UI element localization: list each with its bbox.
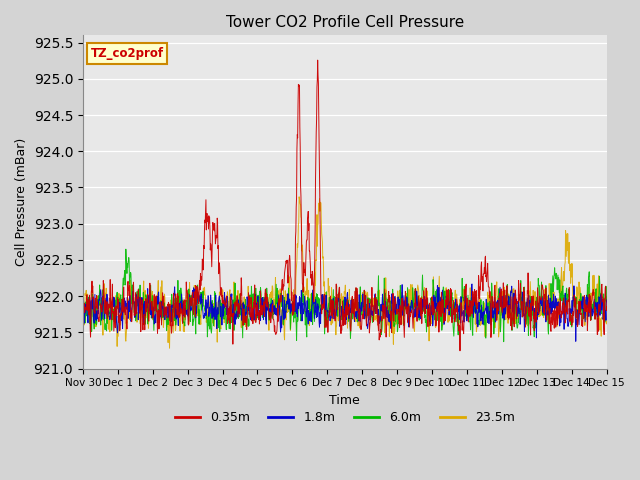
Legend: 0.35m, 1.8m, 6.0m, 23.5m: 0.35m, 1.8m, 6.0m, 23.5m	[170, 406, 520, 429]
X-axis label: Time: Time	[330, 394, 360, 407]
Title: Tower CO2 Profile Cell Pressure: Tower CO2 Profile Cell Pressure	[226, 15, 464, 30]
Y-axis label: Cell Pressure (mBar): Cell Pressure (mBar)	[15, 138, 28, 266]
Text: TZ_co2prof: TZ_co2prof	[91, 47, 164, 60]
